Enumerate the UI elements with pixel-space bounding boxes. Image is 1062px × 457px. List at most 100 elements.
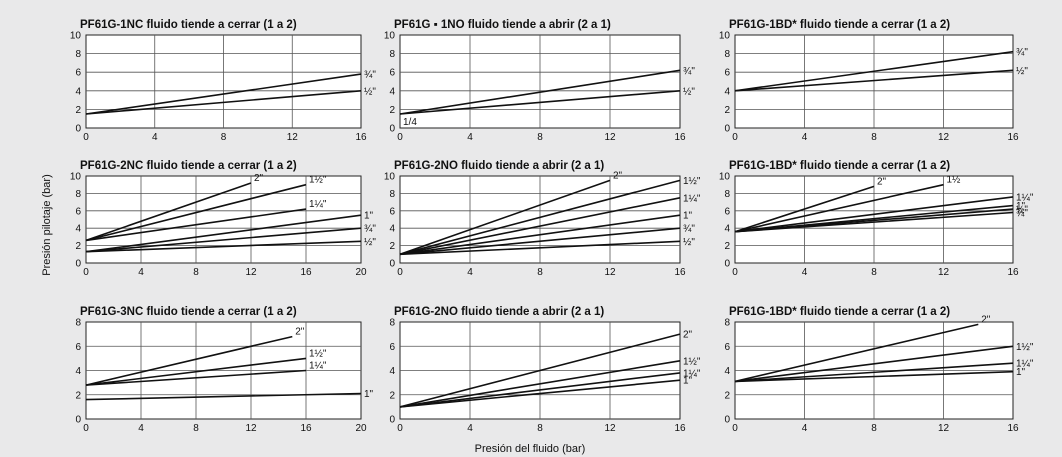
series-label: 1¼" (683, 367, 701, 379)
series-line (399, 179, 681, 256)
y-tick-label: 2 (75, 241, 81, 252)
y-tick-label: 6 (724, 342, 730, 353)
series-label: ¾" (683, 66, 695, 77)
panel-title: PF61G ▪ 1NO fluido tiende a abrir (2 a 1… (394, 19, 611, 31)
series-line (85, 369, 307, 386)
y-tick-label: 6 (75, 68, 81, 79)
y-tick-label: 2 (724, 105, 730, 116)
panel-title: PF61G-1NC fluido tiende a cerrar (1 a 2) (80, 19, 297, 31)
panel-title: PF61G-3NC fluido tiende a cerrar (1 a 2) (80, 306, 297, 318)
series-line (734, 323, 979, 383)
series-line (399, 240, 681, 256)
series-label: 1" (683, 376, 693, 387)
series-label: 1½" (683, 356, 701, 367)
series-label: 1¼" (1016, 358, 1034, 370)
series-label: 1" (683, 211, 693, 222)
x-tick-label: 4 (802, 423, 808, 434)
x-tick-label: 0 (83, 423, 89, 434)
x-tick-label: 4 (467, 132, 473, 143)
panel-title: PF61G-1BD* fluido tiende a cerrar (1 a 2… (729, 19, 950, 31)
x-tick-label: 16 (674, 267, 686, 278)
series-label: 1¼" (683, 192, 701, 204)
panel-title: PF61G-2NC fluido tiende a cerrar (1 a 2) (80, 160, 297, 172)
series-line (85, 240, 362, 253)
y-tick-label: 4 (389, 86, 395, 97)
y-tick-label: 10 (70, 31, 82, 42)
y-tick-label: 8 (75, 318, 81, 329)
x-tick-label: 0 (397, 423, 403, 434)
y-tick-label: 8 (75, 49, 81, 60)
x-tick-label: 16 (674, 132, 686, 143)
y-tick-label: 4 (75, 224, 81, 235)
x-tick-label: 12 (245, 267, 257, 278)
x-tick-label: 12 (604, 132, 616, 143)
y-tick-label: 4 (724, 86, 730, 97)
y-tick-label: 0 (75, 124, 81, 135)
x-tick-label: 0 (83, 132, 89, 143)
series-label: 1¼" (309, 360, 327, 372)
series-line (734, 50, 1014, 92)
series-label: 2" (254, 173, 264, 184)
series-label: 1¼" (309, 198, 327, 210)
y-tick-label: 8 (389, 49, 395, 60)
y-tick-label: 0 (389, 124, 395, 135)
y-tick-label: 4 (724, 224, 730, 235)
x-tick-label: 12 (604, 423, 616, 434)
series-line (85, 392, 362, 401)
series-line (399, 227, 681, 256)
x-tick-label: 8 (871, 132, 877, 143)
x-tick-label: 4 (152, 132, 158, 143)
y-tick-label: 0 (389, 415, 395, 426)
series-line (399, 90, 681, 115)
x-tick-label: 8 (537, 423, 543, 434)
series-label: 1" (1016, 201, 1026, 212)
x-tick-label: 16 (355, 132, 367, 143)
y-axis-title: Presión pilotaje (bar) (41, 174, 53, 276)
chart-panel-5: PF61G-2NO fluido tiende a abrir (2 a 1) 0… (384, 160, 701, 278)
series-label: 1" (364, 389, 374, 400)
y-tick-label: 4 (75, 366, 81, 377)
x-tick-label: 4 (138, 267, 144, 278)
y-tick-label: 2 (389, 241, 395, 252)
y-tick-label: 6 (724, 206, 730, 217)
y-tick-label: 10 (719, 172, 731, 183)
x-tick-label: 0 (732, 132, 738, 143)
y-tick-label: 2 (389, 105, 395, 116)
y-tick-label: 0 (389, 259, 395, 270)
series-label: ½" (1016, 205, 1028, 216)
panel-title: PF61G-2NO fluido tiende a abrir (2 a 1) (394, 160, 604, 172)
series-line (734, 362, 1014, 383)
series-label: 2" (877, 176, 887, 187)
x-tick-label: 0 (83, 267, 89, 278)
series-line (734, 69, 1014, 92)
x-tick-label: 16 (674, 423, 686, 434)
series-line (734, 196, 1014, 233)
x-tick-label: 0 (732, 267, 738, 278)
series-label: 1¼" (1016, 191, 1034, 203)
series-label: 1½" (309, 348, 327, 359)
chart-panel-3: PF61G-1BD* fluido tiende a cerrar (1 a 2… (719, 19, 1028, 143)
x-tick-label: 8 (193, 267, 199, 278)
y-tick-label: 8 (724, 49, 730, 60)
series-line (399, 360, 681, 408)
series-line (85, 335, 293, 386)
series-label: 1½" (309, 175, 327, 186)
x-tick-label: 4 (138, 423, 144, 434)
x-tick-label: 4 (802, 132, 808, 143)
x-tick-label: 0 (732, 423, 738, 434)
x-tick-label: 20 (355, 267, 367, 278)
x-tick-label: 8 (871, 423, 877, 434)
y-tick-label: 0 (75, 259, 81, 270)
y-tick-label: 10 (384, 172, 396, 183)
series-label: ½" (683, 237, 695, 248)
x-tick-label: 12 (287, 132, 299, 143)
series-label: 2" (295, 327, 305, 338)
x-tick-label: 16 (1007, 423, 1019, 434)
y-tick-label: 8 (724, 189, 730, 200)
series-line (85, 208, 307, 242)
y-tick-label: 0 (724, 415, 730, 426)
series-label: 1½" (683, 176, 701, 187)
series-line (85, 183, 307, 242)
x-tick-label: 4 (467, 267, 473, 278)
y-tick-label: 2 (389, 390, 395, 401)
